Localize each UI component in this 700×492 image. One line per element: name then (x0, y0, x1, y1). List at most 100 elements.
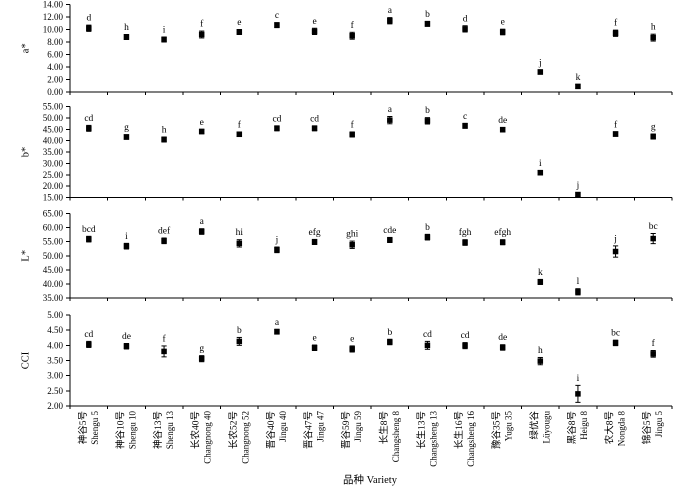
sig-letter: i (125, 232, 128, 242)
y-tick-label: 4.00 (47, 62, 63, 72)
sig-letter: g (651, 123, 656, 133)
data-point: cd (84, 330, 94, 348)
square-marker (650, 133, 656, 140)
data-point: de (498, 333, 507, 351)
y-axis-title: a* (21, 43, 32, 53)
sig-letter: e (200, 118, 204, 128)
sig-letter: j (613, 234, 617, 244)
data-point: e (311, 17, 318, 35)
square-marker (161, 238, 167, 244)
data-point: efgh (494, 227, 511, 246)
sig-letter: f (351, 119, 355, 130)
y-tick-label: 2.00 (47, 401, 63, 411)
sig-letter: e (312, 17, 316, 27)
y-tick-label: 55.00 (43, 237, 64, 247)
square-marker (612, 340, 619, 346)
sig-letter: e (350, 334, 354, 344)
square-marker (349, 131, 355, 138)
square-marker (349, 346, 355, 352)
sig-letter: cd (84, 330, 93, 340)
sig-letter: cd (461, 331, 470, 341)
data-point: ghi (346, 230, 359, 249)
sig-letter: b (425, 106, 430, 116)
data-point: efg (308, 227, 321, 245)
data-point: c (274, 11, 280, 29)
square-marker (387, 237, 393, 243)
sig-letter: b (425, 10, 430, 20)
data-point: d (462, 14, 468, 33)
data-point: b (424, 10, 431, 27)
y-tick-label: 40.00 (43, 279, 64, 289)
square-marker (462, 26, 468, 32)
y-tick-labels: 0.00 2.00 4.00 6.00 8.00 10.00 12.00 14.00 (43, 0, 64, 97)
y-tick-label: 35.00 (43, 147, 64, 157)
data-point: de (122, 332, 131, 350)
sig-letter: def (158, 226, 171, 237)
square-marker (537, 69, 544, 75)
data-point: cd (272, 114, 282, 132)
square-marker (424, 118, 431, 124)
data-point: cd (461, 331, 470, 350)
sig-letter: cd (310, 114, 319, 124)
data-point: k (575, 73, 581, 90)
square-marker (650, 34, 656, 41)
square-marker (274, 22, 280, 28)
y-tick-label: 3.00 (47, 371, 63, 381)
panel-a-star: 0.00 2.00 4.00 6.00 8.00 10.00 12.00 14.00 a* d h i… (21, 0, 673, 97)
axes (66, 4, 673, 95)
sig-letter: d (463, 14, 468, 24)
sig-letter: hi (236, 228, 244, 238)
data-point: a (198, 217, 205, 235)
square-marker (424, 21, 431, 27)
sig-letter: f (351, 20, 355, 31)
y-tick-label: 25.00 (43, 170, 64, 180)
y-tick-label: 35.00 (43, 293, 64, 303)
data-point: i (575, 374, 581, 403)
sig-letter: cd (423, 330, 432, 340)
square-marker (198, 128, 205, 135)
y-tick-label: 50.00 (43, 113, 64, 123)
square-marker (274, 125, 280, 132)
data-point: f (349, 20, 355, 40)
sig-letter: h (538, 346, 543, 356)
variety-label-en: Changnong 52 (240, 411, 250, 464)
y-tick-label: 65.00 (43, 209, 64, 219)
square-marker (424, 342, 431, 349)
data-point: f (612, 18, 619, 37)
sig-letter: cde (383, 226, 396, 236)
square-marker (612, 131, 619, 137)
square-marker (311, 239, 318, 245)
variety-label-zh: 晋谷59号 (341, 411, 352, 449)
data-point: f (650, 338, 656, 358)
variety-label-zh: 长生13号 (415, 411, 427, 449)
sig-letter: j (275, 236, 279, 246)
variety-label-en: Shengu 13 (165, 411, 175, 450)
sig-letter: h (651, 23, 656, 33)
data-point: cd (310, 114, 319, 132)
data-point: b (424, 223, 431, 241)
sig-letter: g (124, 123, 129, 133)
y-axis-title: L* (21, 250, 32, 262)
square-marker (537, 358, 544, 364)
square-marker (311, 125, 318, 132)
sig-letter: cd (272, 114, 281, 124)
sig-letter: f (162, 333, 166, 344)
data-point: f (349, 119, 355, 138)
sig-letter: h (162, 125, 167, 135)
sig-letter: e (501, 18, 505, 28)
sig-letter: h (124, 23, 129, 33)
square-marker (349, 33, 355, 39)
y-tick-label: 3.50 (47, 356, 63, 366)
data-point: b (236, 326, 243, 346)
sig-letter: f (614, 18, 618, 29)
y-tick-label: 45.00 (43, 265, 64, 275)
data-point: def (158, 226, 171, 245)
square-marker (161, 136, 167, 143)
axes (66, 213, 673, 301)
square-marker (236, 131, 243, 138)
square-marker (161, 36, 167, 43)
data-point: cde (383, 226, 396, 244)
sig-letter: d (86, 14, 91, 24)
square-marker (537, 279, 544, 285)
